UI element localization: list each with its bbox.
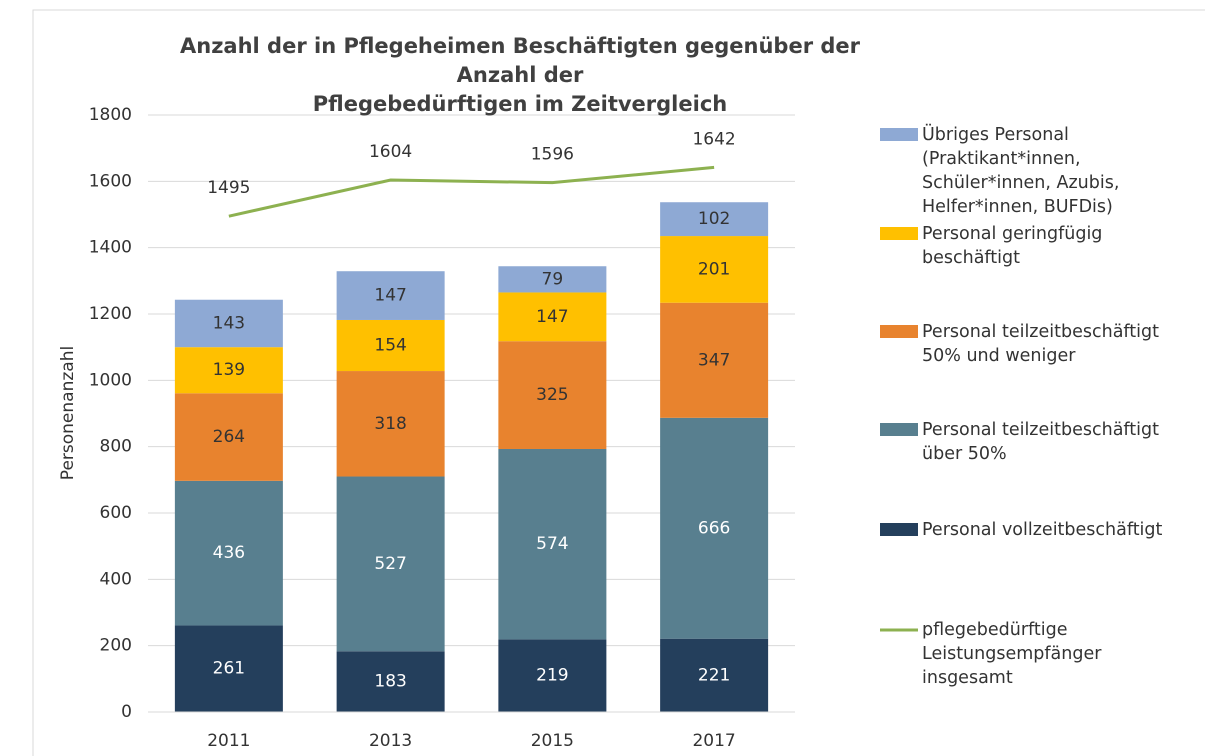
bar-segment bbox=[174, 480, 283, 626]
data-label: 183 bbox=[374, 672, 406, 692]
y-tick-label: 1000 bbox=[89, 370, 132, 390]
bar-segment bbox=[174, 625, 283, 712]
data-label: 1642 bbox=[692, 129, 735, 149]
legend-label: Personal teilzeitbeschäftigt 50% und wen… bbox=[922, 322, 1159, 366]
bar-segment bbox=[336, 271, 445, 320]
data-label: 347 bbox=[698, 350, 730, 370]
bar-segment bbox=[660, 302, 769, 418]
legend-label: pflegebedürftige Leistungsempfänger insg… bbox=[922, 620, 1102, 688]
y-tick-label: 600 bbox=[100, 503, 132, 523]
bar-segment bbox=[660, 638, 769, 712]
legend-marker bbox=[880, 523, 918, 536]
bar-segment bbox=[660, 417, 769, 639]
bar-segment bbox=[336, 319, 445, 372]
legend-label: Personal geringfügig beschäftigt bbox=[922, 224, 1103, 268]
data-label: 1596 bbox=[531, 145, 574, 165]
data-label: 1604 bbox=[369, 142, 412, 162]
bar-segment bbox=[498, 639, 607, 712]
y-tick-label: 800 bbox=[100, 437, 132, 457]
legend-marker bbox=[880, 128, 918, 141]
data-label: 318 bbox=[374, 414, 406, 434]
legend-marker bbox=[880, 325, 918, 338]
legend-label: Übriges Personal (Praktikant*innen, Schü… bbox=[922, 125, 1120, 217]
y-tick-label: 1600 bbox=[89, 171, 132, 191]
data-label: 261 bbox=[213, 659, 245, 679]
legend-label: Personal vollzeitbeschäftigt bbox=[922, 520, 1163, 540]
y-tick-label: 1400 bbox=[89, 238, 132, 258]
x-tick-label: 2017 bbox=[692, 731, 735, 751]
legend-label: Personal teilzeitbeschäftigt über 50% bbox=[922, 420, 1159, 464]
bar-segment bbox=[336, 371, 445, 477]
data-label: 102 bbox=[698, 209, 730, 229]
bar-segment bbox=[174, 347, 283, 394]
chart-title: Anzahl der in Pflegeheimen Beschäftigten… bbox=[180, 34, 860, 116]
y-tick-label: 1800 bbox=[89, 105, 132, 125]
data-label: 264 bbox=[213, 427, 245, 447]
x-tick-label: 2013 bbox=[369, 731, 412, 751]
data-label: 79 bbox=[542, 269, 564, 289]
bar-segment bbox=[498, 266, 607, 293]
bar-segment bbox=[174, 299, 283, 348]
x-tick-label: 2011 bbox=[207, 731, 250, 751]
legend-marker bbox=[880, 227, 918, 240]
line bbox=[228, 165, 715, 218]
data-label: 147 bbox=[374, 286, 406, 306]
bar-segment bbox=[498, 341, 607, 449]
bar-segment bbox=[660, 202, 769, 237]
x-tick-label: 2015 bbox=[531, 731, 574, 751]
data-label: 139 bbox=[213, 360, 245, 380]
data-label: 219 bbox=[536, 666, 568, 686]
y-tick-label: 200 bbox=[100, 636, 132, 656]
bar-segment bbox=[336, 651, 445, 712]
data-label: 221 bbox=[698, 665, 730, 685]
y-tick-label: 0 bbox=[121, 702, 132, 722]
data-label: 325 bbox=[536, 385, 568, 405]
data-label: 147 bbox=[536, 307, 568, 327]
data-label: 666 bbox=[698, 518, 730, 538]
bar-segment bbox=[174, 393, 283, 481]
data-label: 1495 bbox=[207, 178, 250, 198]
bar-segment bbox=[498, 292, 607, 342]
legend-marker bbox=[880, 423, 918, 436]
bar-segment bbox=[660, 236, 769, 303]
bar-segment bbox=[498, 448, 607, 640]
bar-segment bbox=[336, 476, 445, 652]
frame bbox=[32, 9, 1205, 756]
data-label: 574 bbox=[536, 534, 568, 554]
data-label: 143 bbox=[213, 313, 245, 333]
data-label: 527 bbox=[374, 554, 406, 574]
y-tick-label: 400 bbox=[100, 569, 132, 589]
y-axis-label: Personenanzahl bbox=[58, 346, 78, 480]
data-label: 201 bbox=[698, 259, 730, 279]
data-label: 436 bbox=[213, 543, 245, 563]
y-tick-label: 1200 bbox=[89, 304, 132, 324]
data-label: 154 bbox=[374, 336, 406, 356]
